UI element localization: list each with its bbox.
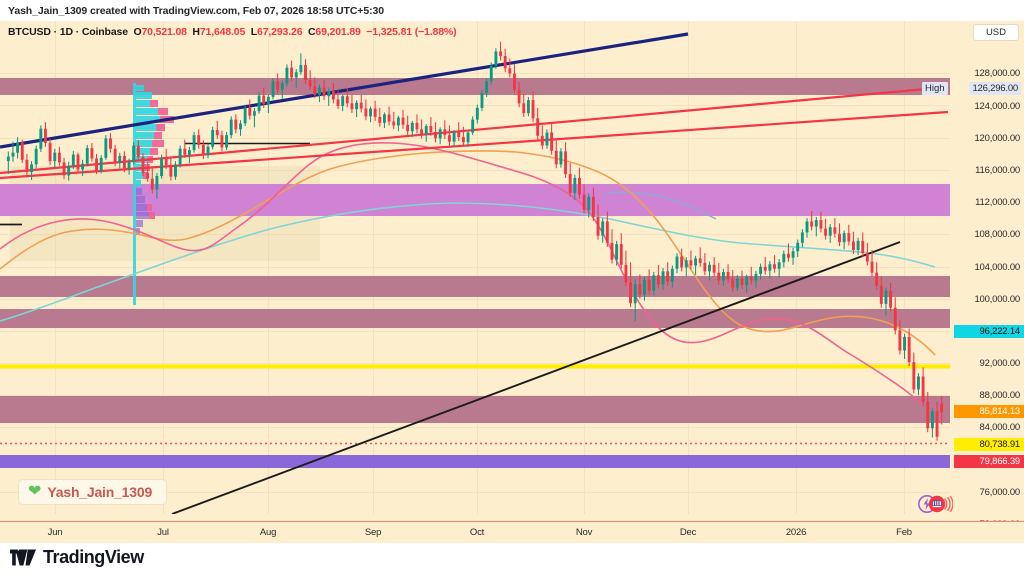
- legend-exchange[interactable]: Coinbase: [81, 26, 128, 38]
- price-tick: 88,000.00: [979, 390, 1021, 401]
- band-66k: [0, 455, 950, 468]
- price-tick: 92,000.00: [979, 358, 1021, 369]
- band-96k: [0, 276, 950, 297]
- time-tick: Feb: [896, 527, 912, 538]
- legend-low-value: 67,293.26: [257, 26, 303, 38]
- legend-high-value: 71,648.05: [199, 26, 246, 38]
- flag-badge-icon: [917, 494, 954, 519]
- ma-cyan-line: [0, 202, 936, 322]
- blue-trendline: [0, 32, 689, 149]
- price-level-badge[interactable]: 80,738.91: [954, 438, 1024, 451]
- price-bands: [0, 78, 950, 468]
- band-124k: [0, 78, 950, 95]
- chart-canvas: [0, 21, 950, 514]
- price-level-badge[interactable]: 96,222.14: [954, 325, 1024, 338]
- volume-profile: [133, 83, 174, 305]
- price-tick: 104,000.00: [974, 262, 1020, 273]
- tradingview-footer: TradingView: [10, 547, 144, 568]
- price-tick: 84,000.00: [979, 422, 1021, 433]
- legend-low-label: L: [250, 26, 258, 38]
- chart-legend[interactable]: BTCUSD · 1D · Coinbase O70,521.08 H71,64…: [8, 26, 457, 38]
- ma-blue-line: [603, 191, 717, 220]
- time-tick: Sep: [364, 527, 382, 538]
- currency-selector[interactable]: USD: [972, 24, 1019, 41]
- tradingview-brand: TradingView: [43, 547, 144, 567]
- heart-icon: ❤: [28, 483, 42, 500]
- red-trendline-lower: [0, 110, 949, 180]
- price-tick: 112,000.00: [975, 197, 1020, 208]
- price-level-badge[interactable]: 85,814.13: [954, 405, 1024, 418]
- legend-change: −1,325.81 (−1.88%): [366, 26, 457, 38]
- tradingview-logo-icon: [10, 549, 36, 566]
- ma-orange-line: [0, 150, 936, 356]
- price-tick: 76,000.00: [979, 487, 1021, 498]
- time-tick: Jul: [157, 527, 169, 538]
- time-tick: Jun: [47, 527, 63, 538]
- time-axis[interactable]: Jun Jul Aug Sep Oct Nov Dec 2026 Feb: [0, 521, 1024, 543]
- price-high-label: High: [922, 82, 948, 95]
- price-high-value: 126,296.00: [969, 82, 1021, 95]
- candlestick-series: [6, 41, 944, 441]
- chart-frame: USD 128,000.00 124,000.00 120,000.00 116,00…: [0, 21, 1024, 543]
- watermark-username: Yash_Jain_1309: [47, 484, 153, 500]
- vertical-gridlines: [55, 21, 905, 514]
- price-tick: 108,000.00: [974, 229, 1020, 240]
- price-tick: 120,000.00: [974, 133, 1020, 144]
- time-tick: Oct: [469, 527, 485, 538]
- black-trendline: [171, 241, 901, 514]
- time-tick: Dec: [679, 527, 697, 538]
- legend-high-label: H: [192, 26, 200, 38]
- price-tick: 116,000.00: [975, 165, 1020, 176]
- legend-close-value: 69,201.89: [315, 26, 361, 38]
- legend-dot-2: ·: [75, 26, 80, 38]
- legend-close-label: C: [307, 26, 316, 38]
- price-level-badge[interactable]: 79,866.39: [954, 455, 1024, 468]
- legend-open-value: 70,521.08: [141, 26, 187, 38]
- band-88k: [0, 309, 950, 328]
- price-tick: 128,000.00: [974, 68, 1020, 79]
- legend-dot-1: ·: [53, 26, 58, 38]
- legend-symbol[interactable]: BTCUSD: [8, 26, 51, 38]
- price-tick: 124,000.00: [974, 101, 1020, 112]
- user-watermark-badge: ❤ Yash_Jain_1309: [18, 479, 168, 505]
- price-tick: 100,000.00: [974, 294, 1020, 305]
- price-axis[interactable]: USD 128,000.00 124,000.00 120,000.00 116,00…: [922, 21, 1024, 543]
- time-tick: Aug: [259, 527, 277, 538]
- chart-plot-area[interactable]: [0, 21, 950, 514]
- legend-interval[interactable]: 1D: [59, 26, 73, 38]
- ma-pink-line: [0, 142, 921, 404]
- time-tick: 2026: [785, 527, 807, 538]
- time-tick: Nov: [575, 527, 593, 538]
- legend-open-label: O: [133, 26, 142, 38]
- credit-line: Yash_Jain_1309 created with TradingView.…: [8, 5, 384, 17]
